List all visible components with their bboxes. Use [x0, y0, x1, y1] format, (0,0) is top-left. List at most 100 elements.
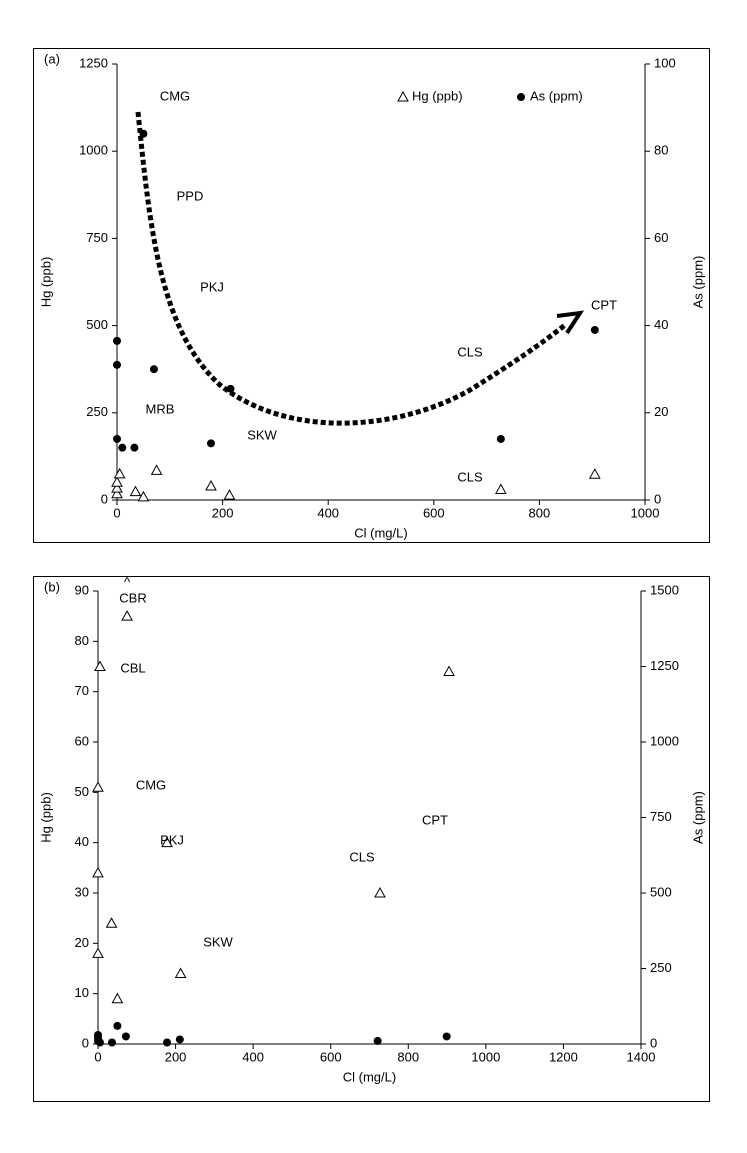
data-point	[590, 325, 599, 334]
data-point	[205, 480, 217, 491]
annotation: CBL	[120, 660, 145, 675]
data-point	[223, 489, 236, 500]
x-tick-label: 600	[320, 1049, 342, 1064]
data-point	[137, 490, 150, 502]
x-tick-label: 200	[212, 505, 234, 520]
data-point	[373, 1036, 382, 1045]
panel-frame	[33, 48, 710, 543]
x-tick-label: 0	[113, 505, 120, 520]
annotation: PPD	[177, 188, 204, 203]
data-point	[121, 610, 133, 621]
panel-label: (b)	[44, 579, 60, 594]
y-tick-label: 500	[86, 317, 108, 332]
annotation: CLS	[349, 849, 375, 864]
annotation: MRB	[146, 401, 175, 416]
y2-tick-label: 0	[654, 491, 661, 506]
data-point	[588, 468, 601, 479]
y2-tick-label: 500	[650, 884, 672, 899]
y-tick-label: 250	[86, 404, 108, 419]
y-tick-label: 20	[75, 935, 89, 950]
data-point	[175, 1035, 184, 1044]
annotation: PKJ	[160, 832, 184, 847]
x-tick-label: 1000	[471, 1049, 500, 1064]
y-tick-label: 1250	[79, 55, 108, 70]
x-tick-label: 1000	[631, 505, 660, 520]
data-point	[496, 434, 505, 443]
y-tick-label: 40	[75, 834, 89, 849]
data-point	[163, 1038, 172, 1047]
data-point	[121, 1032, 130, 1041]
data-point	[161, 836, 173, 848]
data-point	[226, 384, 235, 393]
data-point	[111, 487, 123, 499]
panel-label: (a)	[44, 51, 60, 66]
legend-label: Hg (ppb)	[412, 88, 463, 103]
y2-tick-label: 0	[650, 1035, 657, 1050]
annotation: CBR	[119, 590, 146, 605]
annotation: CLS	[457, 344, 483, 359]
y2-tick-label: 60	[654, 230, 668, 245]
annotation: CPT	[591, 297, 617, 312]
y-tick-label: 750	[86, 230, 108, 245]
x-tick-label: 400	[242, 1049, 264, 1064]
y-tick-label: 30	[75, 884, 89, 899]
data-point	[139, 129, 148, 138]
x-tick-label: 800	[397, 1049, 419, 1064]
annotation: SKW	[247, 427, 277, 442]
y-tick-label: 90	[75, 582, 89, 597]
x-axis-label: Cl (mg/L)	[343, 1069, 396, 1084]
legend-marker	[397, 90, 409, 102]
data-point	[111, 482, 123, 493]
data-point	[113, 336, 121, 345]
data-point	[113, 360, 121, 369]
annotation: CPT	[422, 812, 448, 827]
data-point	[118, 443, 127, 452]
y2-axis-label: As (ppm)	[690, 256, 705, 309]
annotation: CLS	[457, 469, 483, 484]
data-point	[206, 439, 215, 448]
data-point	[174, 967, 187, 979]
data-point	[374, 886, 386, 898]
data-point	[105, 917, 118, 928]
x-tick-label: 600	[423, 505, 445, 520]
legend-marker	[517, 93, 525, 101]
annotation: SKW	[203, 934, 233, 949]
data-point	[94, 660, 106, 671]
data-point	[92, 866, 104, 878]
y-axis-label: Hg (ppb)	[38, 792, 53, 843]
data-point	[150, 464, 163, 475]
y-tick-label: 60	[75, 733, 89, 748]
y-tick-label: 50	[75, 784, 89, 799]
y-axis-label: Hg (ppb)	[38, 257, 53, 308]
trend-arrow	[135, 111, 567, 426]
y-tick-label: 1000	[79, 143, 108, 158]
annotation: CMG	[136, 777, 166, 792]
x-tick-label: 400	[317, 505, 339, 520]
data-point	[111, 992, 124, 1004]
x-tick-label: 0	[94, 1049, 101, 1064]
x-tick-label: 1200	[549, 1049, 578, 1064]
data-point	[113, 1021, 122, 1030]
y2-tick-label: 20	[654, 404, 668, 419]
x-tick-label: 200	[165, 1049, 187, 1064]
data-point	[113, 434, 121, 443]
y-tick-label: 10	[75, 985, 89, 1000]
y2-tick-label: 100	[654, 55, 676, 70]
arrow-head	[556, 310, 585, 335]
data-point	[107, 1038, 116, 1047]
data-point	[130, 443, 139, 452]
data-point	[95, 1038, 104, 1047]
x-tick-label: 800	[529, 505, 551, 520]
y-tick-label: 70	[75, 683, 89, 698]
y-tick-label: 0	[101, 491, 108, 506]
y-tick-label: 80	[75, 633, 89, 648]
data-point	[442, 1032, 451, 1041]
panel-frame	[33, 576, 710, 1102]
y2-axis-label: As (ppm)	[690, 791, 705, 844]
y2-tick-label: 1000	[650, 733, 679, 748]
y2-tick-label: 1500	[650, 582, 679, 597]
y2-tick-label: 250	[650, 960, 672, 975]
data-point	[111, 476, 123, 487]
data-point	[149, 365, 158, 374]
